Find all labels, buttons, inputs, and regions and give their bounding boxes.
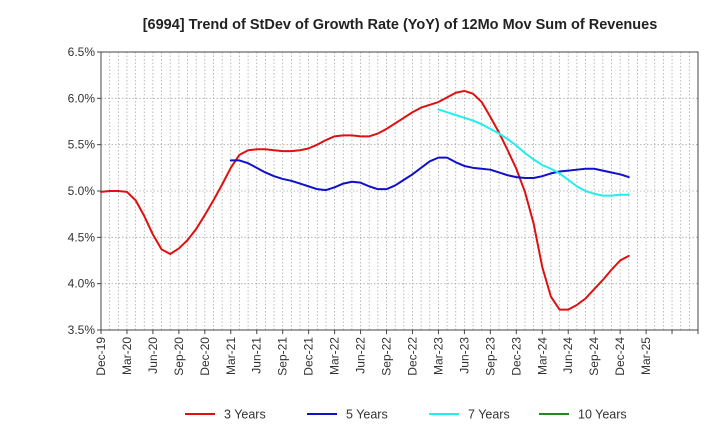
x-tick-label: Dec-23 (509, 337, 523, 376)
y-tick-label: 4.5% (68, 230, 96, 244)
x-tick-label: Mar-22 (328, 337, 342, 375)
series-line-7-years (437, 108, 630, 197)
x-tick-label: Dec-24 (613, 337, 627, 376)
legend-label-7-years: 7 Years (468, 408, 510, 422)
x-tick-label: Dec-19 (94, 337, 108, 376)
legend-label-5-years: 5 Years (346, 408, 388, 422)
chart-title: [6994] Trend of StDev of Growth Rate (Yo… (143, 17, 658, 33)
y-axis: 3.5% 4.0% 4.5% 5.0% 5.5% 6.0% 6.5% (68, 45, 101, 337)
x-tick-label: Dec-20 (198, 337, 212, 376)
x-tick-label: Jun-21 (250, 337, 264, 374)
series-line-5-years (229, 156, 630, 192)
x-tick-label: Sep-24 (587, 337, 601, 376)
x-tick-label: Sep-22 (380, 337, 394, 376)
y-tick-label: 5.5% (68, 138, 96, 152)
legend-label-3-years: 3 Years (224, 408, 266, 422)
y-tick-label: 6.5% (68, 45, 96, 59)
x-tick-label: Mar-20 (120, 337, 134, 375)
x-tick-label: Jun-20 (146, 337, 160, 374)
x-tick-label: Jun-23 (457, 337, 471, 374)
x-tick-label: Jun-22 (354, 337, 368, 374)
x-axis: Dec-19 Mar-20 Jun-20 Sep-20 Dec-20 Mar-21 Jun-… (94, 330, 699, 376)
x-tick-label: Jun-24 (561, 337, 575, 374)
y-tick-label: 3.5% (68, 323, 96, 337)
x-tick-label: Dec-22 (405, 337, 419, 376)
legend: 3 Years 5 Years 7 Years 10 Years (185, 408, 627, 422)
x-tick-label: Mar-24 (535, 337, 549, 375)
x-tick-label: Mar-21 (224, 337, 238, 375)
x-tick-label: Sep-23 (483, 337, 497, 376)
x-tick-label: Mar-23 (431, 337, 445, 375)
x-tick-label: Sep-21 (276, 337, 290, 376)
series-line-3-years (100, 89, 630, 311)
y-tick-label: 6.0% (68, 91, 96, 105)
series-lines (100, 89, 630, 311)
y-tick-label: 4.0% (68, 277, 96, 291)
legend-label-10-years: 10 Years (578, 408, 627, 422)
x-tick-label: Dec-21 (302, 337, 316, 376)
x-tick-label: Mar-25 (639, 337, 653, 375)
x-tick-label: Sep-20 (172, 337, 186, 376)
y-tick-label: 5.0% (68, 184, 96, 198)
